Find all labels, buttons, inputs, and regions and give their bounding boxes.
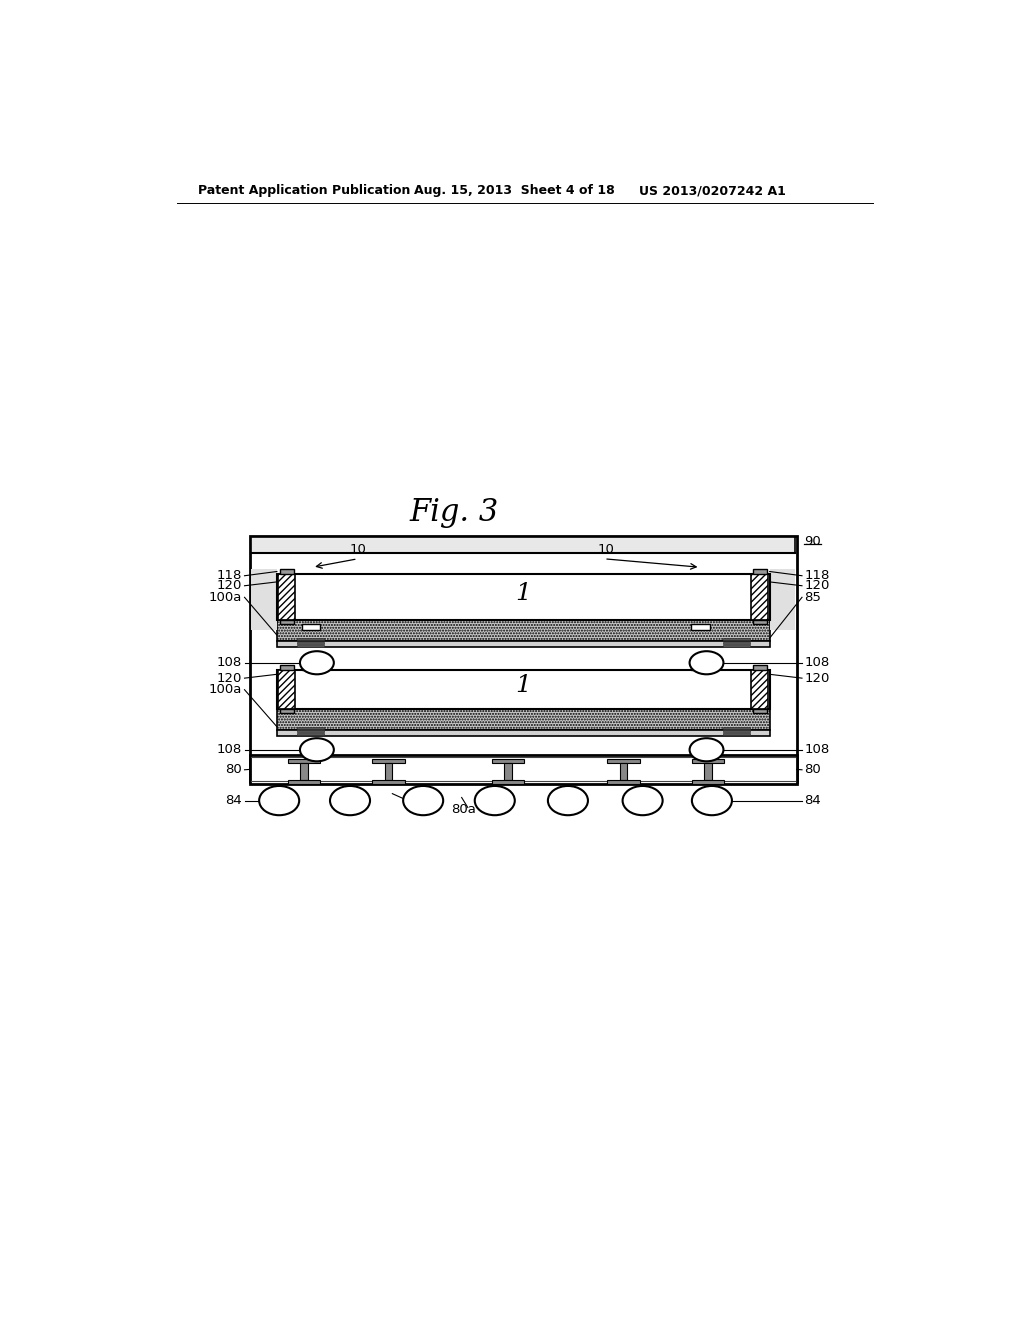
Text: 80: 80 (804, 763, 821, 776)
Bar (280, 620, 294, 624)
Text: 108: 108 (804, 656, 829, 669)
Ellipse shape (300, 738, 334, 762)
Text: 120: 120 (804, 579, 829, 593)
Bar (276, 574, 770, 620)
Text: Fig. 3: Fig. 3 (410, 498, 499, 528)
Bar (504, 763, 512, 780)
Ellipse shape (300, 651, 334, 675)
Bar (288, 759, 319, 763)
Bar (752, 671, 768, 709)
Bar (607, 759, 640, 763)
Bar (385, 763, 392, 780)
Text: US 2013/0207242 A1: US 2013/0207242 A1 (639, 185, 785, 197)
Bar (705, 763, 712, 780)
Bar (297, 642, 324, 644)
Bar (753, 709, 767, 713)
Bar (723, 642, 750, 644)
Bar (607, 780, 640, 784)
Bar (752, 574, 768, 620)
Bar (373, 759, 404, 763)
Bar (723, 730, 750, 733)
Bar (723, 727, 750, 729)
Ellipse shape (475, 785, 515, 816)
Ellipse shape (623, 785, 663, 816)
Bar (373, 780, 404, 784)
Text: 85: 85 (804, 591, 821, 603)
Bar (753, 665, 767, 671)
Text: 10: 10 (349, 543, 367, 556)
Bar (492, 759, 524, 763)
Bar (723, 644, 750, 647)
Text: 84: 84 (804, 795, 821, 807)
Text: 118: 118 (804, 569, 829, 582)
Text: Patent Application Publication: Patent Application Publication (199, 185, 411, 197)
Bar (753, 569, 767, 574)
Text: 108: 108 (217, 656, 243, 669)
Text: Aug. 15, 2013  Sheet 4 of 18: Aug. 15, 2013 Sheet 4 of 18 (414, 185, 614, 197)
Bar (252, 537, 795, 553)
Text: 108: 108 (217, 743, 243, 756)
Bar (492, 780, 524, 784)
Bar (300, 763, 307, 780)
Bar (301, 624, 319, 631)
Text: 84: 84 (225, 795, 243, 807)
Text: 80b: 80b (484, 804, 510, 816)
Text: 100a: 100a (209, 684, 243, 696)
Ellipse shape (330, 785, 370, 816)
Bar (297, 727, 324, 729)
Ellipse shape (689, 651, 724, 675)
Bar (276, 642, 770, 647)
Ellipse shape (403, 785, 443, 816)
Bar (691, 665, 710, 671)
Text: 80: 80 (225, 763, 243, 776)
Ellipse shape (259, 785, 299, 816)
Bar (280, 665, 294, 671)
Bar (297, 644, 324, 647)
Text: 80a: 80a (451, 804, 475, 816)
Text: 120: 120 (217, 672, 243, 685)
Text: 118: 118 (217, 569, 243, 582)
Bar (250, 536, 797, 781)
Bar (276, 709, 770, 730)
Bar (692, 759, 724, 763)
Bar (297, 730, 324, 733)
Bar (297, 733, 324, 735)
Bar (723, 639, 750, 640)
Bar (252, 569, 276, 631)
Text: 120: 120 (804, 672, 829, 685)
Bar (279, 671, 295, 709)
Bar (280, 569, 294, 574)
Bar (279, 574, 295, 620)
Ellipse shape (689, 738, 724, 762)
Bar (301, 665, 319, 671)
Bar (276, 730, 770, 737)
Bar (288, 780, 319, 784)
Text: 1: 1 (515, 675, 531, 697)
Text: 108: 108 (804, 743, 829, 756)
Text: 1: 1 (515, 582, 531, 605)
Bar (276, 671, 770, 709)
Bar (250, 755, 797, 784)
Ellipse shape (548, 785, 588, 816)
Bar (770, 569, 795, 631)
Text: 100a: 100a (209, 591, 243, 603)
Bar (297, 639, 324, 640)
Text: 90: 90 (804, 536, 821, 548)
Bar (691, 624, 710, 631)
Bar (753, 620, 767, 624)
Bar (280, 709, 294, 713)
Bar (723, 733, 750, 735)
Ellipse shape (692, 785, 732, 816)
Text: 82: 82 (407, 804, 424, 816)
Bar (276, 620, 770, 642)
Bar (620, 763, 628, 780)
Bar (692, 780, 724, 784)
Text: 10: 10 (597, 543, 614, 556)
Text: 120: 120 (217, 579, 243, 593)
